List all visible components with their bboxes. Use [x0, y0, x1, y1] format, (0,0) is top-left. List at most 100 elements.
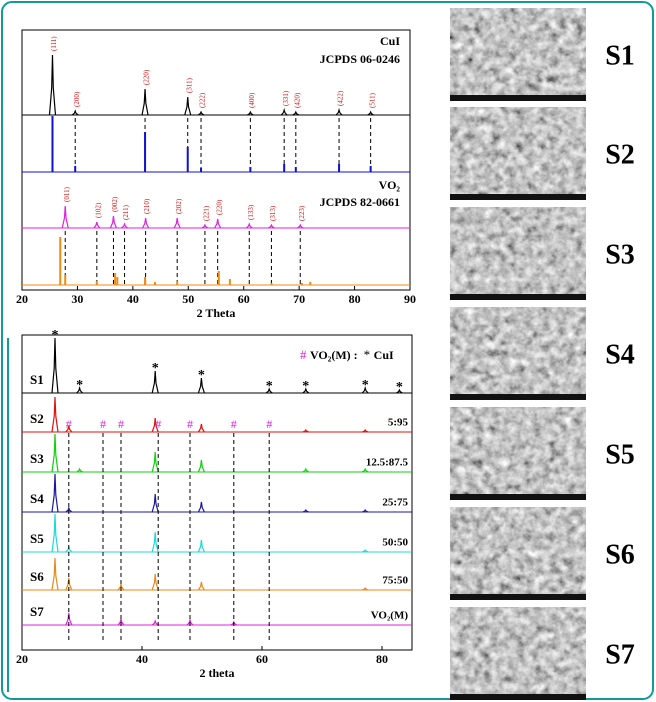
x-axis-label: 2 Theta — [197, 306, 236, 320]
peak — [201, 223, 209, 229]
x-tick-label: 40 — [136, 652, 148, 666]
plot-box — [21, 334, 413, 651]
hkl-label: (200) — [73, 91, 81, 107]
reference-stick — [309, 282, 312, 285]
star-marker: * — [76, 378, 83, 393]
hash-marker: # — [266, 417, 272, 431]
reference-stick — [249, 167, 252, 172]
ratio-label: 75:50 — [382, 575, 408, 587]
peak — [280, 107, 288, 116]
peak — [142, 217, 150, 229]
hkl-label: (002) — [111, 196, 119, 212]
peak — [121, 222, 128, 229]
ratio-label: 25:75 — [382, 497, 408, 509]
peak — [109, 215, 118, 229]
series-name: S7 — [30, 604, 44, 619]
peak — [367, 110, 374, 116]
star-marker: * — [266, 379, 273, 394]
sem-image — [450, 607, 586, 700]
peak — [197, 459, 205, 473]
hash-marker: # — [231, 417, 237, 431]
series-name: S3 — [30, 451, 44, 466]
reference-stick — [200, 168, 203, 172]
reference-stick — [144, 132, 147, 172]
peak — [151, 531, 159, 553]
phase-name: VO₂ — [379, 178, 401, 192]
peak — [396, 388, 403, 394]
ratio-label: VO₂(M) — [371, 610, 409, 622]
peak — [361, 586, 369, 591]
peak — [51, 473, 59, 513]
reference-stick — [144, 277, 147, 285]
hkl-label: (202) — [175, 198, 183, 214]
sem-label: S5 — [605, 439, 635, 470]
hash-marker: # — [155, 417, 161, 431]
legend-label: CuI — [374, 348, 394, 362]
x-tick-label: 90 — [404, 292, 416, 306]
peak — [65, 577, 73, 591]
hkl-label: (111) — [50, 36, 58, 51]
star-marker: * — [362, 378, 369, 393]
peak — [302, 508, 310, 513]
peak — [51, 337, 59, 394]
reference-stick — [217, 271, 220, 285]
peak — [361, 428, 369, 433]
peak — [151, 417, 159, 433]
x-axis-label: 2 theta — [200, 666, 235, 680]
hkl-label: (011) — [63, 186, 71, 202]
peak — [302, 428, 310, 433]
peak — [197, 501, 205, 513]
peak — [296, 223, 304, 229]
sem-label: S6 — [605, 539, 635, 570]
series-name: S6 — [30, 569, 44, 584]
peak — [247, 110, 254, 116]
reference-stick — [116, 277, 119, 285]
peak — [186, 617, 194, 626]
x-tick-label: 30 — [71, 292, 83, 306]
ratio-label: 50:50 — [382, 537, 408, 549]
phase-card: JCPDS 06-0246 — [320, 52, 400, 66]
sem-image — [450, 207, 586, 300]
ratio-label: 5:95 — [388, 417, 409, 429]
reference-stick — [186, 147, 189, 172]
peak — [48, 54, 57, 116]
reference-stick — [300, 283, 303, 285]
x-tick-label: 60 — [256, 652, 268, 666]
reference-stick — [95, 281, 98, 285]
reference-stick — [114, 273, 117, 285]
star-marker: * — [396, 380, 403, 395]
series-name: S1 — [30, 372, 44, 387]
peak — [173, 217, 181, 229]
x-tick-label: 60 — [238, 292, 250, 306]
sem-scalebar — [450, 694, 586, 700]
peak — [245, 222, 253, 229]
hkl-label: (220) — [143, 69, 151, 85]
peak — [65, 506, 73, 513]
peak — [361, 385, 369, 394]
peak — [361, 508, 369, 513]
hkl-label: (211) — [122, 204, 130, 220]
series-name: S4 — [30, 491, 44, 506]
peak — [51, 557, 59, 591]
hkl-label: (102) — [94, 202, 102, 218]
peak — [302, 467, 310, 473]
sem-label: S2 — [605, 139, 635, 170]
reference-stick — [369, 166, 372, 172]
hkl-label: (400) — [248, 92, 256, 108]
peak — [151, 619, 159, 626]
hkl-label: (210) — [143, 198, 151, 214]
hkl-label: (313) — [269, 205, 277, 221]
hkl-label: (420) — [293, 92, 301, 108]
plot-box — [21, 29, 411, 291]
x-tick-label: 40 — [127, 292, 139, 306]
peak — [93, 221, 101, 229]
hkl-label: (311) — [185, 77, 193, 93]
hkl-label: (422) — [337, 90, 345, 106]
peak — [197, 423, 205, 433]
series-name: S5 — [30, 531, 44, 546]
peak — [76, 467, 83, 473]
peak — [151, 451, 159, 473]
peak — [197, 377, 205, 394]
x-tick-label: 20 — [16, 292, 28, 306]
peak — [361, 548, 369, 553]
